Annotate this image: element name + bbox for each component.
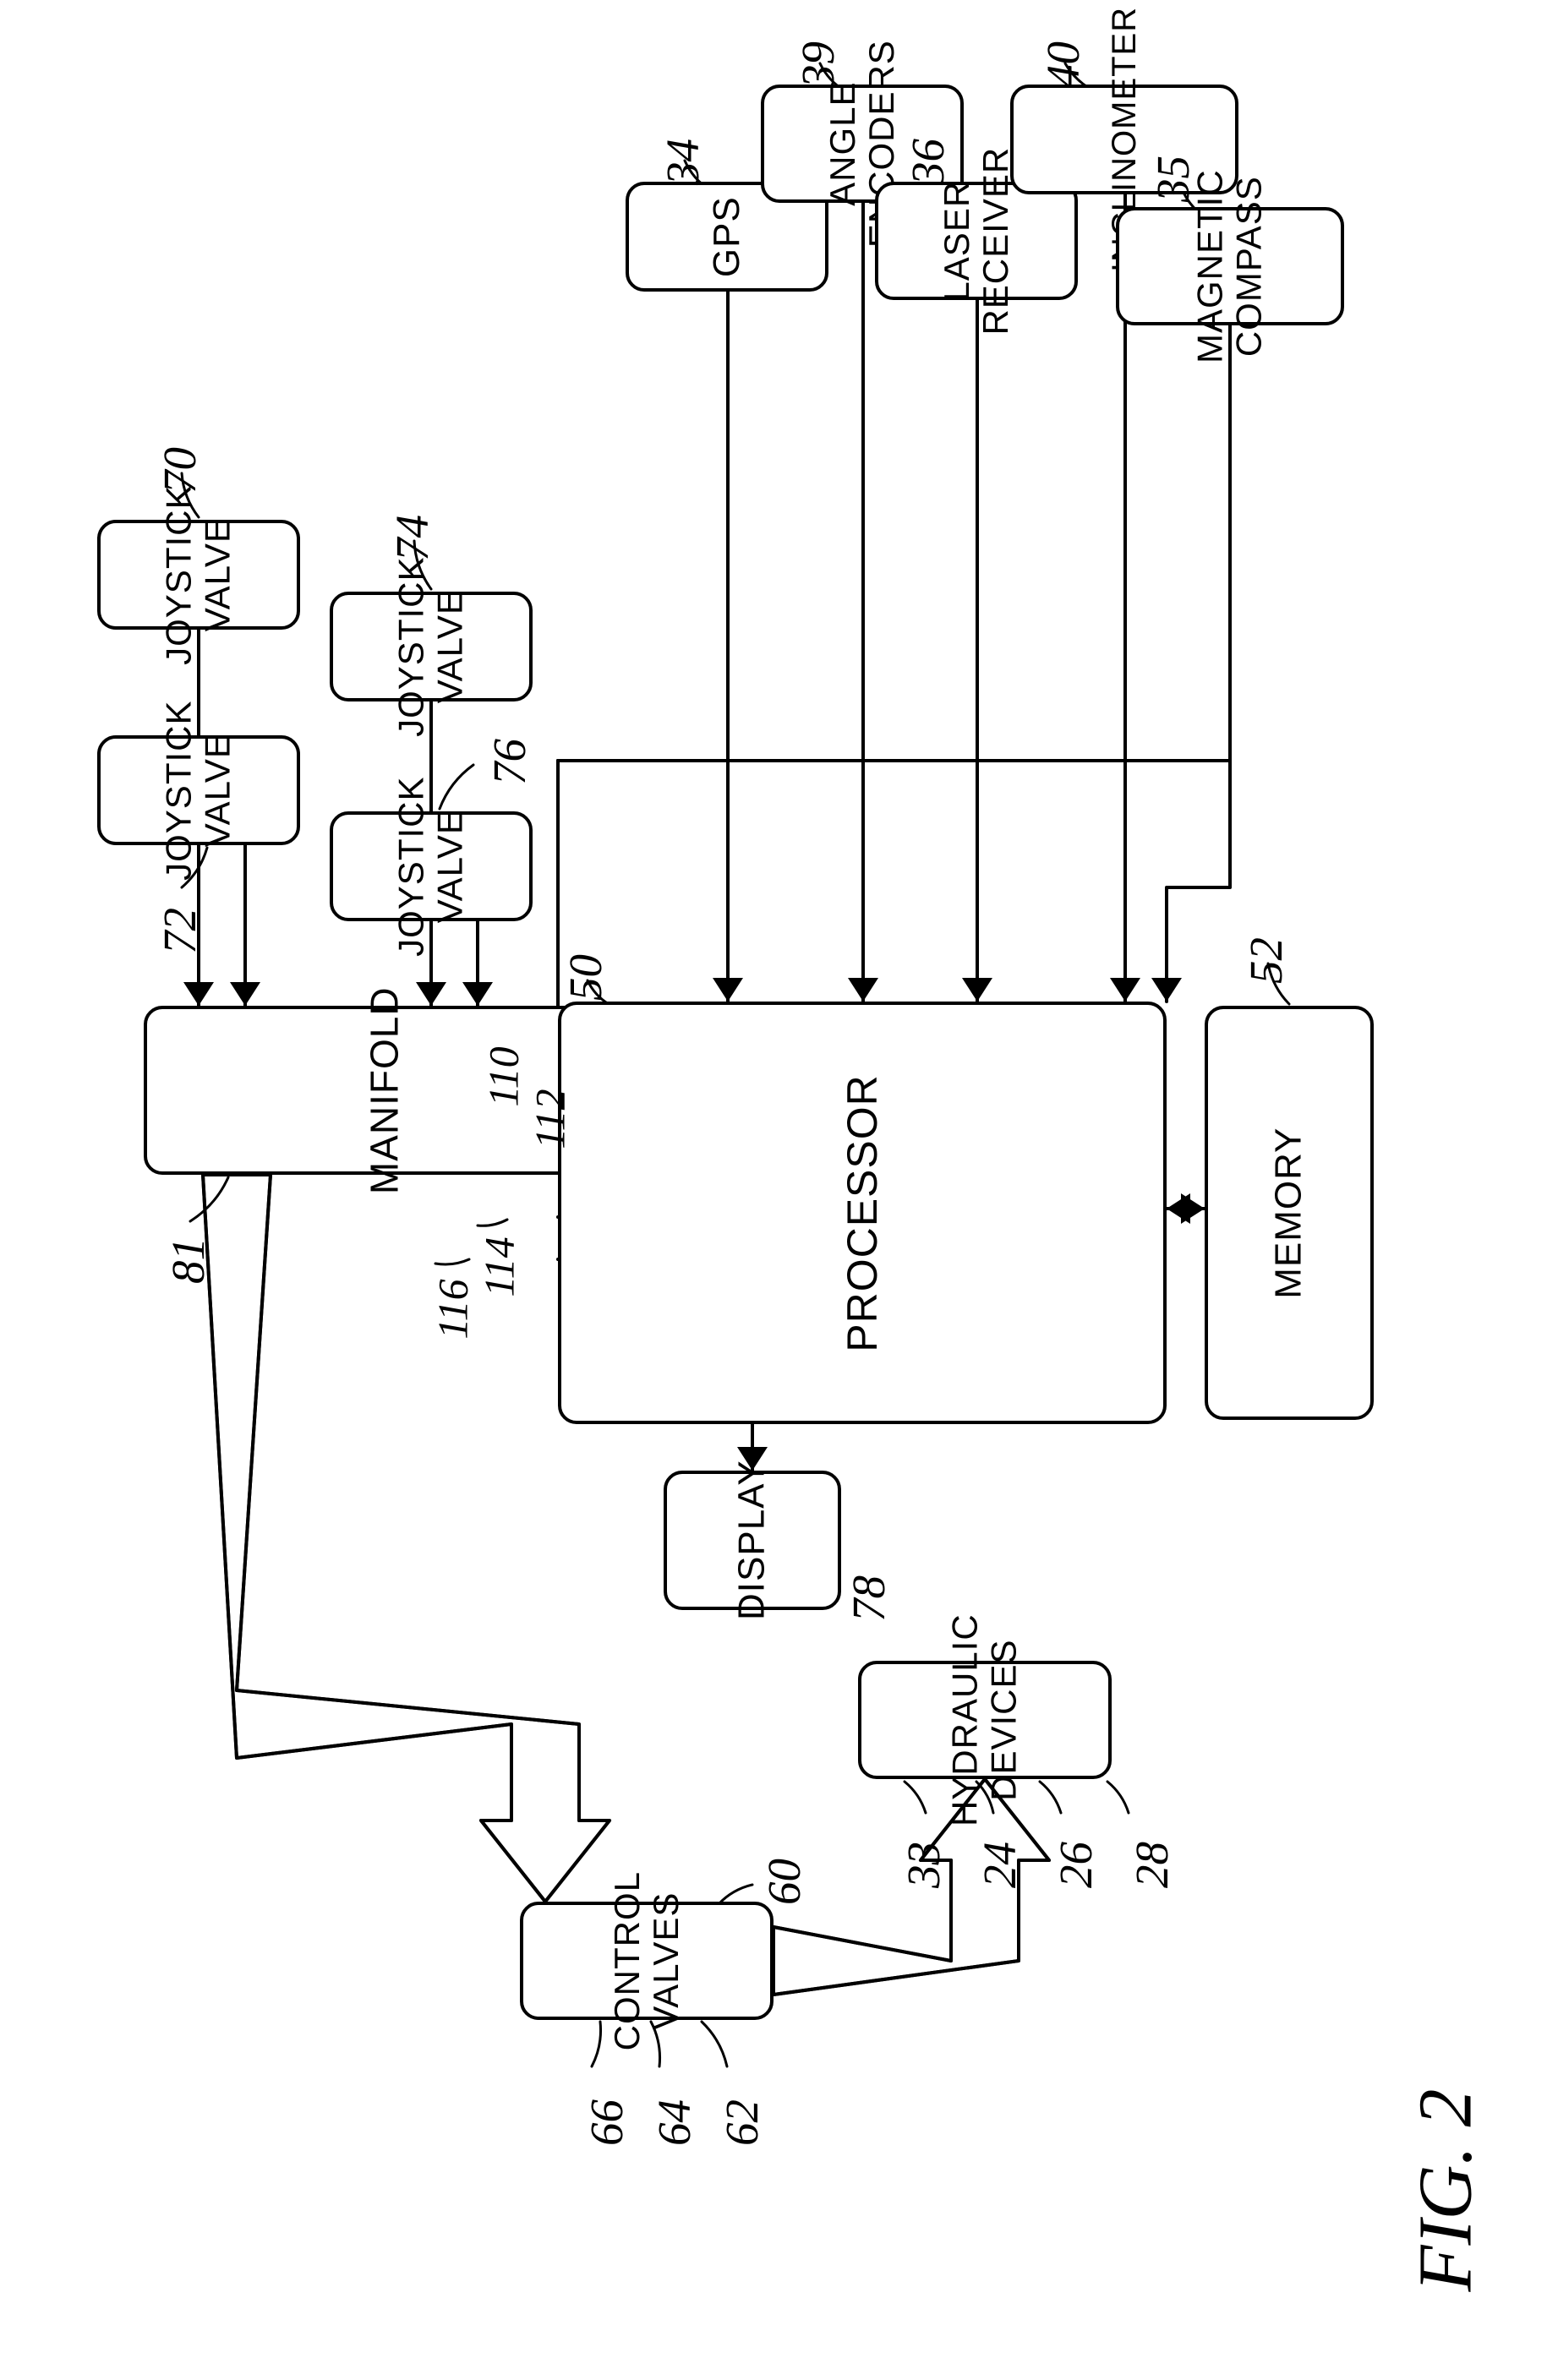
ref-26: 26 <box>1049 1842 1102 1888</box>
ref-74: 74 <box>385 515 439 561</box>
block-label: MAGNETIC COMPASS <box>1191 169 1269 363</box>
ref-36: 36 <box>901 139 954 185</box>
ref-72: 72 <box>153 908 206 954</box>
ref-112: 112 <box>526 1089 575 1149</box>
ref-35: 35 <box>1146 156 1200 202</box>
block-magnetic-compass: MAGNETIC COMPASS <box>1116 207 1344 325</box>
block-label: JOYSTICK VALVE <box>392 776 470 956</box>
block-label: MEMORY <box>1269 1127 1309 1298</box>
ref-39: 39 <box>791 41 845 88</box>
ref-78: 78 <box>842 1575 895 1622</box>
ref-34: 34 <box>656 139 709 185</box>
ref-81: 81 <box>161 1237 215 1284</box>
ref-50: 50 <box>559 954 612 1001</box>
ref-62: 62 <box>715 2099 768 2146</box>
diagram-canvas: FIG. 2 JOYSTICK VALVEJOYSTICK VALVEJOYST… <box>0 0 1558 2380</box>
block-memory: MEMORY <box>1205 1006 1374 1420</box>
block-joystick-valve-74: JOYSTICK VALVE <box>330 592 533 701</box>
block-label: GPS <box>707 196 747 277</box>
block-label: JOYSTICK VALVE <box>160 700 238 880</box>
ref-33: 33 <box>897 1842 950 1888</box>
ref-52: 52 <box>1239 937 1293 984</box>
block-joystick-valve-76: JOYSTICK VALVE <box>330 811 533 921</box>
block-joystick-valve-72: JOYSTICK VALVE <box>97 735 300 845</box>
block-hydraulic-devices: HYDRAULIC DEVICES <box>858 1661 1112 1779</box>
block-laser-receiver: LASER RECEIVER <box>875 182 1078 300</box>
block-processor: PROCESSOR <box>558 1002 1167 1424</box>
block-label: CONTROL VALVES <box>608 1871 686 2050</box>
ref-60: 60 <box>757 1859 811 1905</box>
ref-40: 40 <box>1036 41 1090 88</box>
ref-110: 110 <box>479 1046 528 1106</box>
block-control-valves: CONTROL VALVES <box>520 1902 774 2020</box>
block-display: DISPLAY <box>664 1471 841 1610</box>
block-label: DISPLAY <box>732 1460 773 1621</box>
ref-76: 76 <box>483 739 536 785</box>
figure-caption: FIG. 2 <box>1402 2089 1489 2292</box>
ref-114: 114 <box>475 1236 524 1296</box>
block-joystick-valve-70: JOYSTICK VALVE <box>97 520 300 630</box>
block-label: PROCESSOR <box>839 1074 885 1352</box>
ref-24: 24 <box>973 1842 1026 1888</box>
block-label: JOYSTICK VALVE <box>392 556 470 736</box>
block-label: MANIFOLD <box>364 986 407 1194</box>
ref-66: 66 <box>580 2099 633 2146</box>
ref-116: 116 <box>429 1279 478 1339</box>
ref-64: 64 <box>648 2099 701 2146</box>
ref-70: 70 <box>153 447 206 494</box>
block-label: HYDRAULIC DEVICES <box>946 1613 1024 1826</box>
block-label: JOYSTICK VALVE <box>160 484 238 664</box>
ref-28: 28 <box>1125 1842 1178 1888</box>
